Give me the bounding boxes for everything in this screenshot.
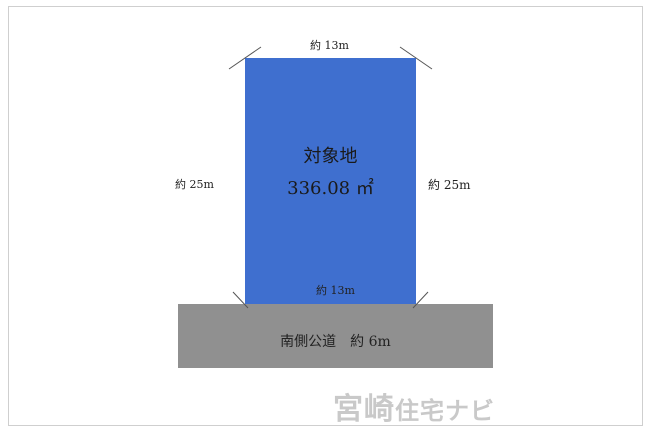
left-depth-label: 約 25m <box>175 178 214 191</box>
right-depth-label: 約 25m <box>428 178 471 192</box>
lot-title: 対象地 <box>303 146 358 167</box>
dimension-tick <box>228 46 262 70</box>
watermark-sub: 住宅ナビ <box>395 397 495 425</box>
dimension-tick <box>399 46 433 70</box>
road-shape <box>178 304 493 368</box>
bottom-width-label: 約 13m <box>316 284 355 297</box>
lot-area: 336.08 ㎡ <box>287 178 374 199</box>
dimension-tick <box>412 291 429 309</box>
watermark-logo: 宮崎住宅ナビ <box>333 384 495 428</box>
road-label: 南側公道 約 6m <box>280 334 391 350</box>
top-width-label: 約 13m <box>310 39 349 52</box>
lot-shape <box>245 58 416 304</box>
dimension-tick <box>232 291 249 309</box>
watermark-main: 宮崎 <box>333 392 395 427</box>
